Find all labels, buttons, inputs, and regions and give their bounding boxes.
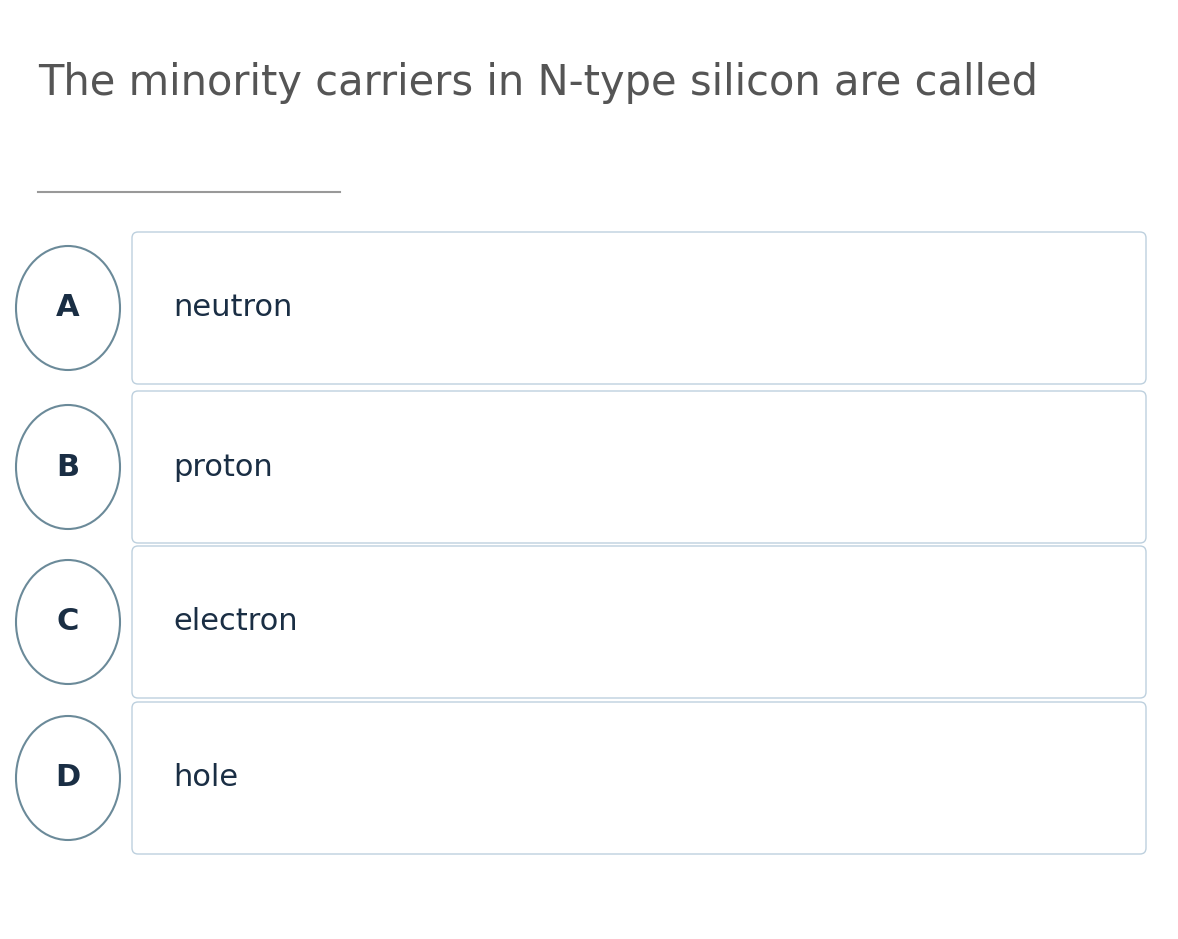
FancyBboxPatch shape (132, 702, 1146, 854)
FancyBboxPatch shape (132, 546, 1146, 698)
Text: D: D (55, 763, 80, 793)
Ellipse shape (16, 560, 120, 684)
Text: hole: hole (173, 763, 238, 793)
Text: electron: electron (173, 608, 298, 637)
Text: The minority carriers in N-type silicon are called: The minority carriers in N-type silicon … (38, 62, 1038, 104)
FancyBboxPatch shape (132, 232, 1146, 384)
FancyBboxPatch shape (132, 391, 1146, 543)
Text: B: B (57, 453, 80, 482)
Text: neutron: neutron (173, 294, 292, 322)
Ellipse shape (16, 405, 120, 529)
Text: A: A (57, 294, 80, 322)
Ellipse shape (16, 246, 120, 370)
Text: C: C (57, 608, 79, 637)
Text: proton: proton (173, 453, 273, 482)
Ellipse shape (16, 716, 120, 840)
